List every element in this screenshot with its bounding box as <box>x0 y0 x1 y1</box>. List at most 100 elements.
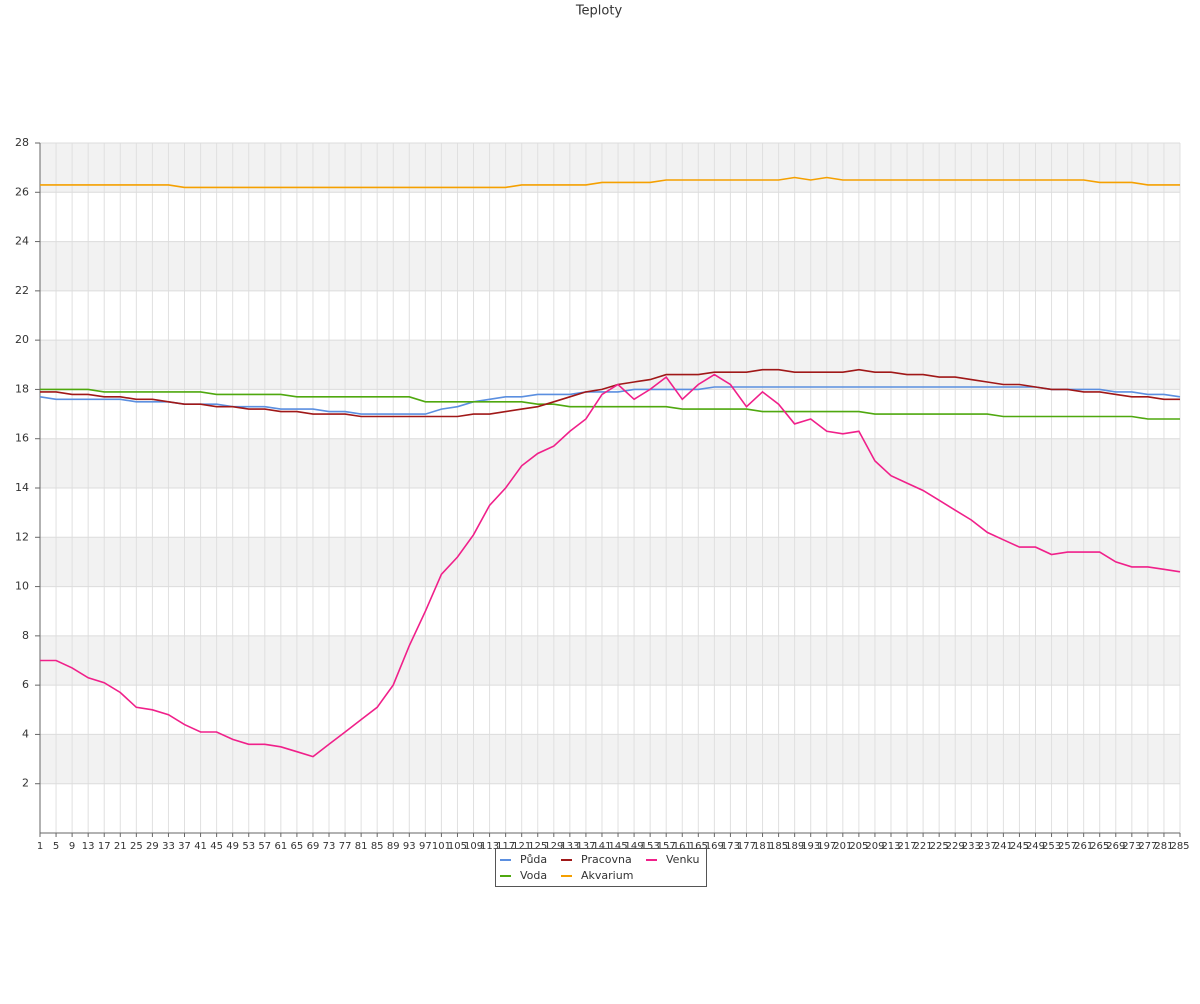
grid-band <box>40 438 1180 488</box>
x-tick-label: 77 <box>339 841 352 852</box>
x-tick-label: 69 <box>307 841 320 852</box>
x-tick-label: 249 <box>1026 841 1045 852</box>
y-tick-label: 24 <box>15 235 29 248</box>
x-tick-label: 117 <box>496 841 515 852</box>
x-tick-label: 157 <box>657 841 676 852</box>
x-tick-label: 281 <box>1154 841 1173 852</box>
legend-label: Akvarium <box>581 869 633 882</box>
x-tick-label: 221 <box>914 841 933 852</box>
legend-label: Venku <box>666 853 699 866</box>
x-tick-label: 61 <box>274 841 287 852</box>
series-line <box>39 386 1181 415</box>
x-tick-label: 53 <box>242 841 255 852</box>
x-tick-label: 193 <box>801 841 820 852</box>
x-tick-label: 169 <box>705 841 724 852</box>
x-tick-label: 25 <box>130 841 143 852</box>
legend-label: Půda <box>520 853 547 866</box>
y-tick-label: 18 <box>15 382 29 395</box>
x-tick-label: 273 <box>1122 841 1141 852</box>
x-tick-label: 229 <box>946 841 965 852</box>
x-tick-label: 285 <box>1170 841 1189 852</box>
x-tick-label: 257 <box>1058 841 1077 852</box>
x-tick-label: 181 <box>753 841 772 852</box>
grid-band <box>40 635 1180 686</box>
x-tick-label: 237 <box>978 841 997 852</box>
legend-label: Voda <box>520 869 547 882</box>
grid-band <box>40 241 1180 291</box>
y-tick-label: 14 <box>15 481 29 494</box>
x-tick-label: 85 <box>371 841 384 852</box>
x-tick-label: 89 <box>387 841 400 852</box>
x-tick-label: 189 <box>785 841 804 852</box>
y-tick-label: 16 <box>15 432 29 445</box>
x-tick-label: 245 <box>1010 841 1029 852</box>
grid-band <box>40 340 1180 390</box>
x-tick-label: 21 <box>114 841 127 852</box>
x-tick-label: 97 <box>419 841 432 852</box>
x-tick-label: 65 <box>291 841 304 852</box>
y-tick-label: 26 <box>15 185 29 198</box>
x-tick-label: 269 <box>1106 841 1125 852</box>
x-tick-label: 81 <box>355 841 368 852</box>
x-tick-label: 173 <box>721 841 740 852</box>
x-tick-label: 145 <box>608 841 627 852</box>
x-tick-label: 265 <box>1090 841 1109 852</box>
y-tick-label: 20 <box>15 333 29 346</box>
x-tick-label: 9 <box>69 841 75 852</box>
x-tick-label: 49 <box>226 841 239 852</box>
x-tick-label: 1 <box>37 841 43 852</box>
x-tick-label: 165 <box>689 841 708 852</box>
x-tick-label: 201 <box>833 841 852 852</box>
x-tick-label: 93 <box>403 841 416 852</box>
x-tick-label: 241 <box>994 841 1013 852</box>
x-tick-label: 161 <box>673 841 692 852</box>
x-tick-label: 233 <box>962 841 981 852</box>
y-tick-label: 28 <box>15 136 29 149</box>
x-tick-label: 277 <box>1138 841 1157 852</box>
grid-band <box>40 537 1180 587</box>
series-line <box>40 373 1181 758</box>
x-tick-label: 121 <box>512 841 531 852</box>
x-tick-label: 197 <box>817 841 836 852</box>
y-tick-label: 6 <box>22 678 29 691</box>
x-tick-label: 153 <box>641 841 660 852</box>
x-tick-label: 37 <box>178 841 191 852</box>
x-tick-label: 57 <box>258 841 271 852</box>
grid-band <box>40 143 1180 193</box>
x-tick-label: 17 <box>98 841 111 852</box>
x-tick-label: 253 <box>1042 841 1061 852</box>
x-tick-label: 209 <box>865 841 884 852</box>
x-tick-label: 73 <box>323 841 336 852</box>
series-line <box>40 176 1180 189</box>
x-tick-label: 217 <box>897 841 916 852</box>
x-tick-label: 41 <box>194 841 207 852</box>
x-tick-label: 205 <box>849 841 868 852</box>
grid-band <box>40 734 1180 784</box>
x-tick-label: 133 <box>560 841 579 852</box>
x-tick-label: 141 <box>592 841 611 852</box>
y-tick-label: 8 <box>22 629 29 642</box>
x-tick-label: 185 <box>769 841 788 852</box>
x-tick-label: 5 <box>53 841 59 852</box>
x-tick-label: 129 <box>544 841 563 852</box>
chart-title: Teploty <box>575 4 623 19</box>
legend-box <box>495 848 707 887</box>
series-line <box>40 388 1180 420</box>
series-line <box>40 368 1180 418</box>
x-tick-label: 213 <box>881 841 900 852</box>
x-tick-label: 109 <box>464 841 483 852</box>
x-tick-label: 113 <box>480 841 499 852</box>
x-tick-label: 29 <box>146 841 159 852</box>
x-tick-label: 33 <box>162 841 175 852</box>
x-tick-label: 45 <box>210 841 223 852</box>
y-tick-label: 2 <box>22 777 29 790</box>
y-tick-label: 10 <box>15 580 29 593</box>
x-tick-label: 105 <box>448 841 467 852</box>
y-tick-label: 12 <box>15 530 29 543</box>
x-tick-label: 101 <box>432 841 451 852</box>
x-tick-label: 149 <box>625 841 644 852</box>
legend-label: Pracovna <box>581 853 632 866</box>
x-tick-label: 261 <box>1074 841 1093 852</box>
